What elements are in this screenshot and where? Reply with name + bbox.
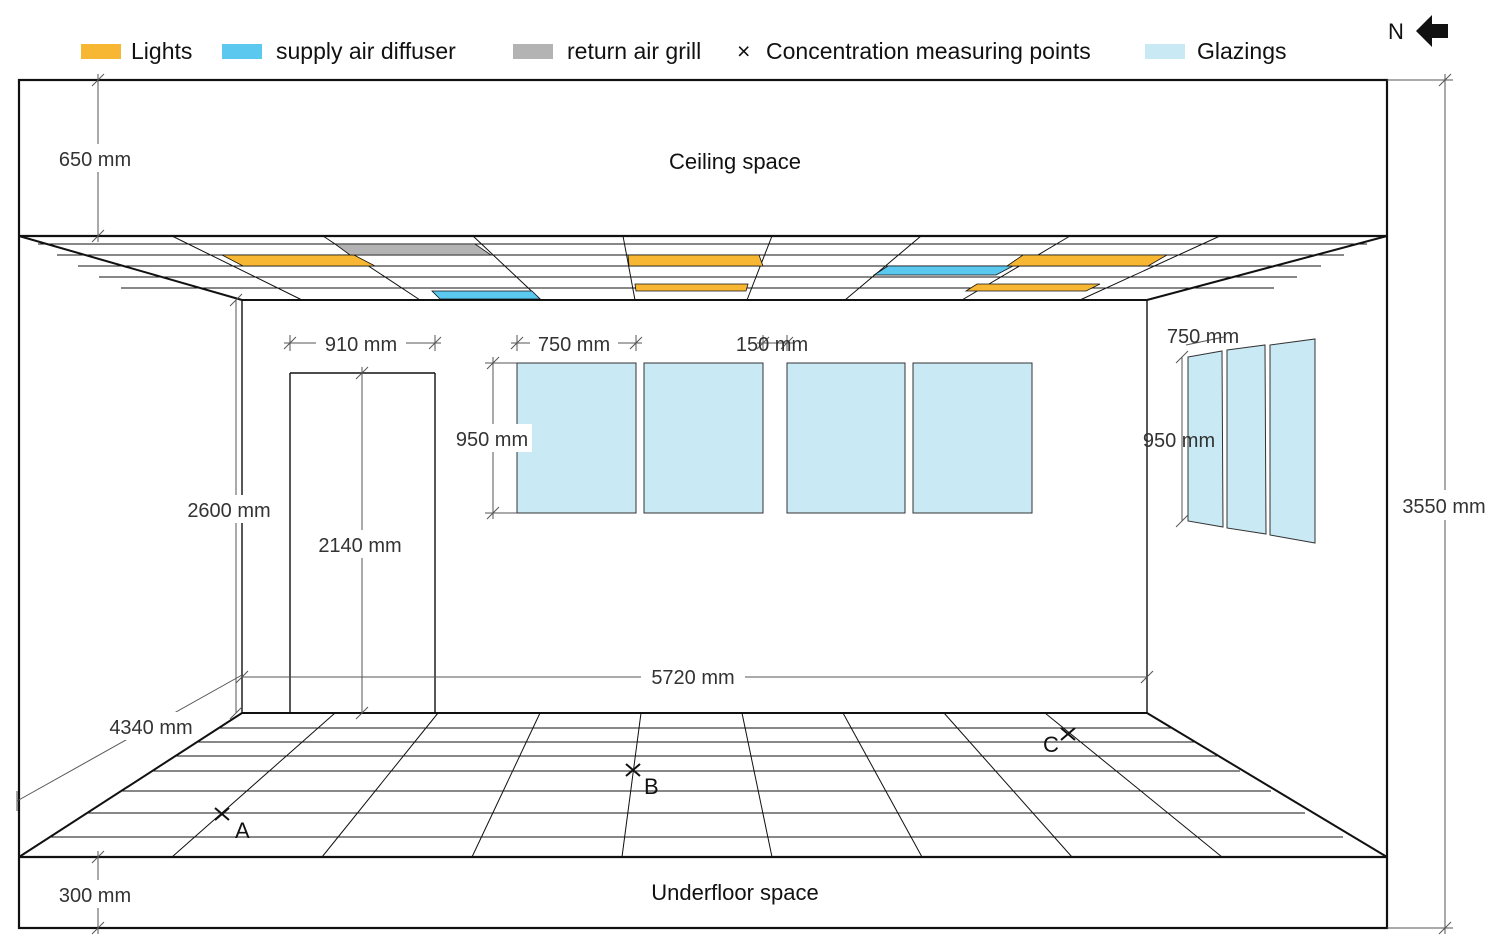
window-pane — [643, 362, 764, 514]
dim-room-depth: 4340 mm — [109, 717, 192, 739]
point-label-b: B — [644, 774, 659, 799]
dim-room-width: 5720 mm — [651, 667, 734, 689]
outer-frame — [17, 78, 1389, 930]
dim-total-height: 3550 mm — [1402, 496, 1485, 518]
dimension-labels: 650 mm 300 mm 3550 mm 2600 mm 4340 mm 57… — [50, 144, 1492, 908]
legend-label-glazings: Glazings — [1197, 38, 1286, 64]
dim-window-height: 950 mm — [456, 429, 528, 451]
arrow-left-icon — [1416, 15, 1448, 47]
supply-air-diffuser — [872, 265, 1014, 276]
measuring-points: A B C — [214, 727, 1076, 843]
window-pane — [1226, 344, 1267, 535]
legend-swatch-supply — [222, 44, 262, 59]
window-pane — [1187, 350, 1224, 528]
north-indicator: N — [1388, 15, 1448, 47]
point-label-a: A — [235, 818, 250, 843]
measuring-point-b — [625, 763, 641, 777]
legend-swatch-lights — [81, 44, 121, 59]
window-pane — [786, 362, 906, 514]
dim-door-height: 2140 mm — [318, 535, 401, 557]
legend-label-lights: Lights — [131, 38, 192, 64]
dim-side-window-height: 950 mm — [1143, 430, 1215, 452]
return-air-grill — [333, 243, 493, 256]
back-wall-windows — [516, 362, 1033, 514]
supply-air-diffuser — [431, 290, 541, 300]
light-panel — [1005, 254, 1169, 267]
ceiling-fixtures — [221, 243, 1169, 300]
dim-window-gap: 150 mm — [736, 334, 808, 356]
light-panel — [634, 283, 749, 292]
north-label: N — [1388, 19, 1404, 44]
ceiling-space-label: Ceiling space — [669, 149, 801, 174]
legend-label-supply: supply air diffuser — [276, 38, 456, 64]
point-label-c: C — [1043, 732, 1059, 757]
legend-label-measure: Concentration measuring points — [766, 38, 1091, 64]
floor-grid — [50, 712, 1343, 858]
legend-label-return: return air grill — [567, 38, 701, 64]
dim-door-width: 910 mm — [325, 334, 397, 356]
legend-swatch-glazings — [1145, 44, 1185, 59]
dim-side-window-width: 750 mm — [1167, 326, 1239, 348]
dim-window-width: 750 mm — [538, 334, 610, 356]
side-wall-windows — [1187, 338, 1316, 544]
window-pane — [516, 362, 637, 514]
legend: Lights supply air diffuser return air gr… — [81, 38, 1286, 64]
light-panel — [627, 254, 764, 267]
window-pane — [912, 362, 1033, 514]
dim-room-height: 2600 mm — [187, 500, 270, 522]
measuring-point-c — [1060, 727, 1076, 741]
dim-underfloor-height: 300 mm — [59, 885, 131, 907]
legend-swatch-return — [513, 44, 553, 59]
window-pane — [1269, 338, 1316, 544]
light-panel — [964, 283, 1101, 292]
legend-symbol-measure: × — [737, 38, 750, 64]
measuring-point-a — [214, 807, 230, 821]
dim-ceiling-height: 650 mm — [59, 149, 131, 171]
light-panel — [221, 254, 376, 267]
underfloor-space-label: Underfloor space — [651, 880, 819, 905]
